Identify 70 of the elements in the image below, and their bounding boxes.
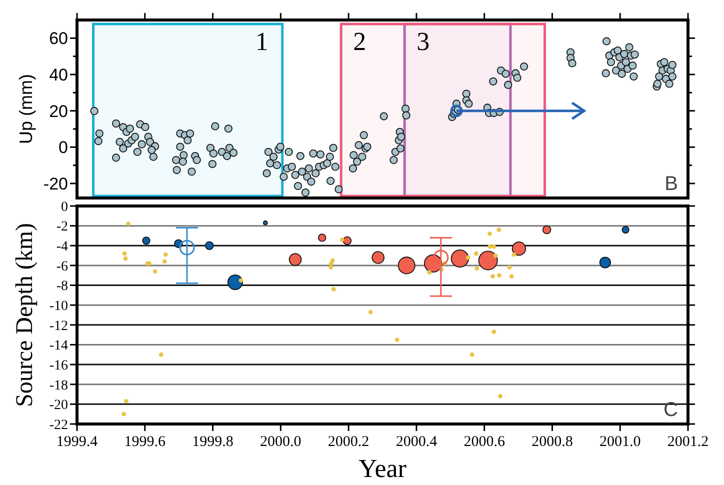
point [470,352,474,357]
point [368,310,373,314]
point [493,253,498,258]
point [488,232,492,236]
point [340,237,344,242]
point [497,273,502,278]
x-tick-label: 1999.4 [56,434,98,450]
y-tick-label: -10 [49,298,68,314]
y-tick-label: -4 [56,240,68,255]
y-tick-label: -6 [56,259,68,274]
y-tick-label: -8 [56,279,68,294]
x-tick-label: 2000.2 [328,434,370,450]
y-axis-title: Source Depth (km) [12,223,38,407]
point [474,251,478,256]
y-tick-label: -16 [49,358,68,374]
annotation: B [664,173,678,195]
x-tick-label: 2000.8 [532,434,573,450]
annotation: C [664,399,678,421]
band-label: 2 [353,27,366,56]
point [427,270,432,275]
point [238,278,244,283]
y-tick-label: 60 [49,29,68,48]
point [507,265,512,270]
point [122,412,126,416]
point [163,252,168,257]
point [394,338,400,342]
y-tick-label: -20 [43,174,68,194]
point [331,287,336,292]
y-tick-label: -20 [49,398,68,414]
y-tick-label: -22 [49,418,68,433]
point [126,222,130,226]
x-axis-title: Year [358,454,407,483]
point [509,274,514,279]
point [158,352,164,357]
y-tick-label: -2 [56,220,68,235]
x-tick-label: 2000.0 [260,434,302,450]
point [490,274,496,279]
point [162,259,167,264]
point [474,266,480,271]
x-tick-label: 1999.8 [192,434,234,450]
x-tick-label: 2001.0 [599,434,641,450]
point [179,240,195,256]
point [329,261,334,266]
band-label: 1 [255,27,268,56]
point [328,265,334,270]
point [124,399,128,404]
y-tick-label: 0 [58,138,68,158]
x-tick-label: 2000.6 [464,434,506,450]
point [512,252,516,257]
y-tick-label: -14 [49,338,68,354]
x-tick-label: 2001.2 [667,434,709,450]
point [498,394,502,398]
point [466,255,470,260]
y-tick-label: -18 [49,378,68,394]
x-tick-label: 1999.6 [124,434,166,450]
y-axis-title: Up (mm) [16,74,36,144]
y-tick-label: 20 [49,102,68,121]
y-tick-label: 40 [49,65,68,84]
band-label: 3 [416,27,430,56]
point [122,251,127,256]
point [492,244,496,249]
point [492,330,496,334]
point [152,269,158,274]
point [488,244,492,249]
point [123,256,128,261]
y-tick-label: 0 [61,200,68,215]
point [496,228,502,232]
point [433,250,449,266]
x-tick-label: 2000.4 [396,434,438,450]
y-tick-label: -12 [49,318,68,334]
